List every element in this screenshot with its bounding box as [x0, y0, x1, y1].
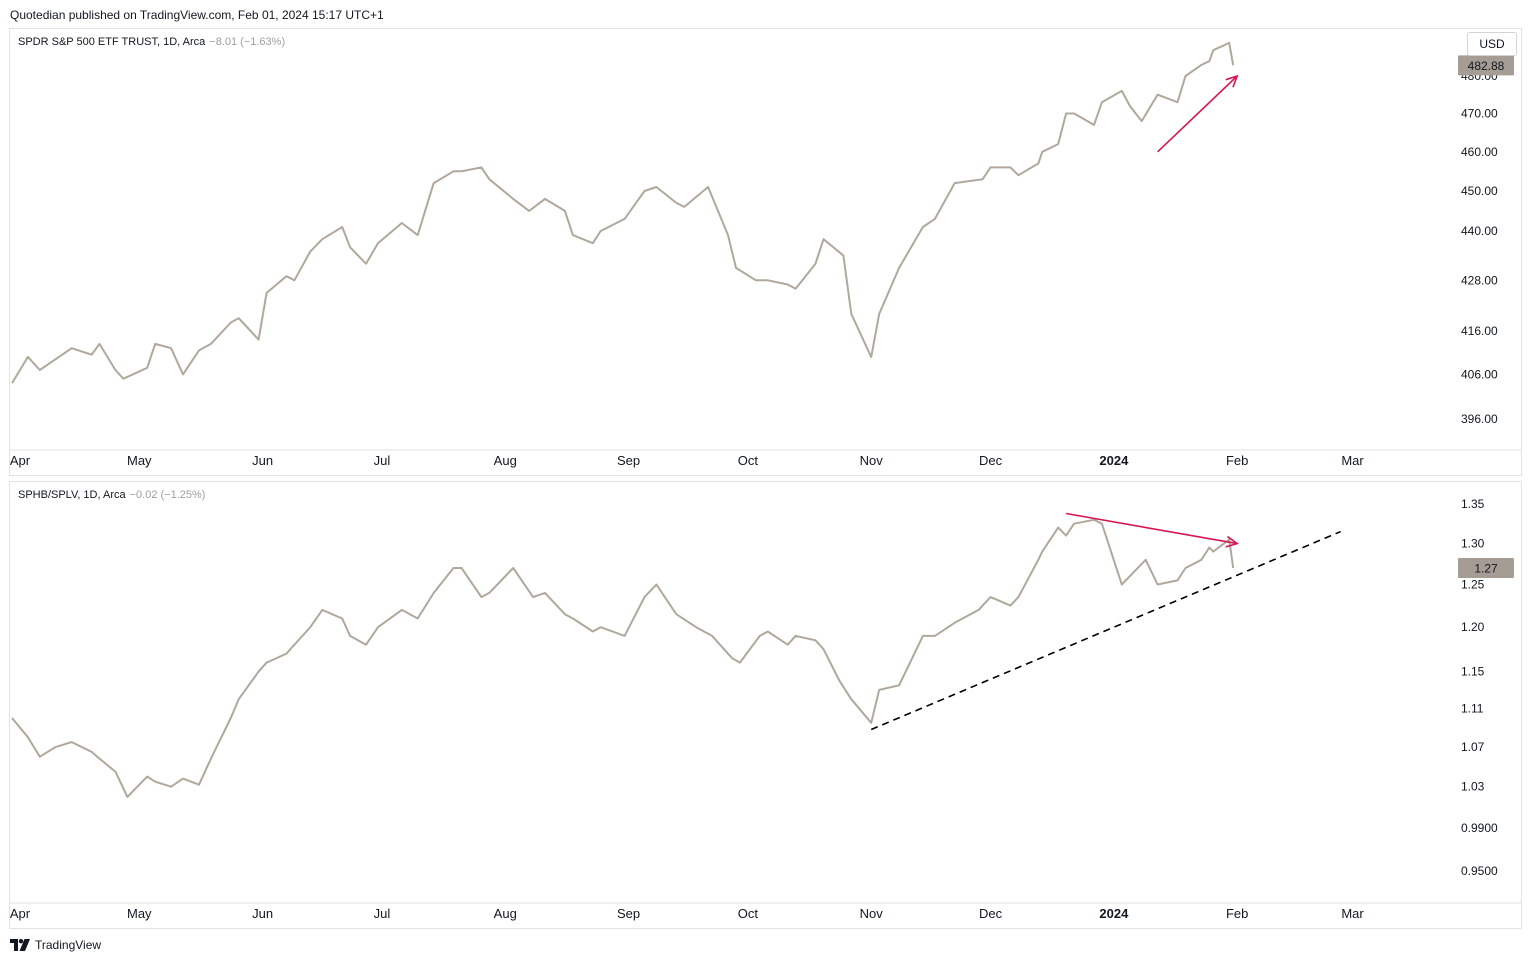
spy-annotation-arrow: [1157, 75, 1238, 153]
ratio-y-tick-label: 0.9900: [1461, 821, 1498, 835]
ratio-last-price-label: 1.27: [1474, 561, 1498, 575]
spy-chart-svg: 396.00 406.00 416.00 428.00 440.00 450.00 460.…: [10, 41, 1521, 468]
spy-x-tick-label: Dec: [979, 453, 1003, 468]
spy-x-tick-label: Apr: [10, 453, 31, 468]
ratio-y-tick-label: 0.9500: [1461, 864, 1498, 878]
ratio-x-tick-label: Sep: [617, 906, 640, 921]
spy-x-tick-label: Nov: [860, 453, 884, 468]
ratio-legend-change: −0.02 (−1.25%): [129, 489, 206, 501]
sphb-splv-ratio-pane[interactable]: 0.9500 0.9900 1.03 1.07 1.11 1.15 1.20 1.25 1.30…: [9, 481, 1522, 929]
published-caption: Quotedian published on TradingView.com, …: [10, 8, 384, 22]
ratio-x-tick-label: Nov: [860, 906, 884, 921]
ratio-y-tick-label: 1.15: [1461, 665, 1485, 679]
spy-x-tick-label: Jul: [374, 453, 391, 468]
spy-x-tick-label: Sep: [617, 453, 640, 468]
spy-x-tick-label: Jun: [252, 453, 273, 468]
spy-price-pane[interactable]: 396.00 406.00 416.00 428.00 440.00 450.00 460.…: [9, 28, 1522, 476]
tradingview-logo-icon: [10, 939, 30, 951]
ratio-x-tick-label: Jul: [374, 906, 391, 921]
spy-y-tick-label: 428.00: [1461, 273, 1498, 287]
ratio-x-tick-label: Jun: [252, 906, 273, 921]
spy-x-tick-label: Aug: [494, 453, 517, 468]
spy-annotation-arrowhead: [1225, 74, 1239, 88]
ratio-y-tick-label: 1.30: [1461, 537, 1485, 551]
spy-y-tick-label: 406.00: [1461, 367, 1498, 381]
ratio-y-tick-label: 1.35: [1461, 497, 1485, 511]
spy-last-price-label: 482.88: [1468, 59, 1505, 73]
ratio-x-tick-label: May: [127, 906, 152, 921]
ratio-chart-svg: 0.9500 0.9900 1.03 1.07 1.11 1.15 1.20 1.25 1.30…: [10, 497, 1521, 921]
ratio-x-tick-label: Oct: [738, 906, 759, 921]
ratio-legend: SPHB/SPLV, 1D, Arca −0.02 (−1.25%): [18, 489, 205, 501]
spy-legend: SPDR S&P 500 ETF TRUST, 1D, Arca −8.01 (−…: [18, 36, 285, 48]
ratio-x-tick-label: Dec: [979, 906, 1003, 921]
ratio-annotation-arrow: [1065, 512, 1238, 545]
ratio-x-tick-label: Feb: [1226, 906, 1248, 921]
ratio-legend-title: SPHB/SPLV, 1D, Arca: [18, 489, 126, 501]
spy-y-tick-label: 440.00: [1461, 224, 1498, 238]
spy-y-tick-label: 470.00: [1461, 107, 1498, 121]
ratio-y-tick-label: 1.25: [1461, 578, 1485, 592]
spy-x-tick-label: Mar: [1341, 453, 1364, 468]
ratio-trendline: [870, 530, 1341, 731]
spy-price-line: [11, 41, 1235, 384]
ratio-x-tick-label: Apr: [10, 906, 31, 921]
ratio-x-tick-label: Aug: [494, 906, 517, 921]
spy-last-price-badge: [1458, 55, 1514, 76]
tradingview-footer[interactable]: TradingView: [10, 936, 101, 954]
spy-x-tick-label: May: [127, 453, 152, 468]
spy-y-tick-label: 396.00: [1461, 412, 1498, 426]
ratio-y-tick-label: 1.11: [1461, 702, 1484, 716]
spy-y-tick-label: 416.00: [1461, 324, 1498, 338]
spy-legend-change: −8.01 (−1.63%): [209, 36, 286, 48]
ratio-y-tick-label: 1.03: [1461, 780, 1485, 794]
ratio-y-tick-label: 1.07: [1461, 740, 1485, 754]
ratio-last-price-badge: [1458, 557, 1514, 578]
spy-y-tick-label: 460.00: [1461, 145, 1498, 159]
ratio-price-line: [11, 518, 1235, 798]
tradingview-brand: TradingView: [35, 938, 102, 952]
spy-x-tick-label: Feb: [1226, 453, 1248, 468]
spy-y-tick-label: 450.00: [1461, 184, 1498, 198]
ratio-annotation-arrowhead: [1225, 535, 1239, 548]
spy-x-tick-label: Oct: [738, 453, 759, 468]
ratio-x-tick-label: 2024: [1099, 906, 1129, 921]
spy-x-tick-label: 2024: [1099, 453, 1129, 468]
currency-button[interactable]: USD: [1467, 32, 1517, 56]
ratio-y-tick-label: 1.20: [1461, 620, 1485, 634]
spy-legend-title: SPDR S&P 500 ETF TRUST, 1D, Arca: [18, 36, 206, 48]
ratio-x-tick-label: Mar: [1341, 906, 1364, 921]
